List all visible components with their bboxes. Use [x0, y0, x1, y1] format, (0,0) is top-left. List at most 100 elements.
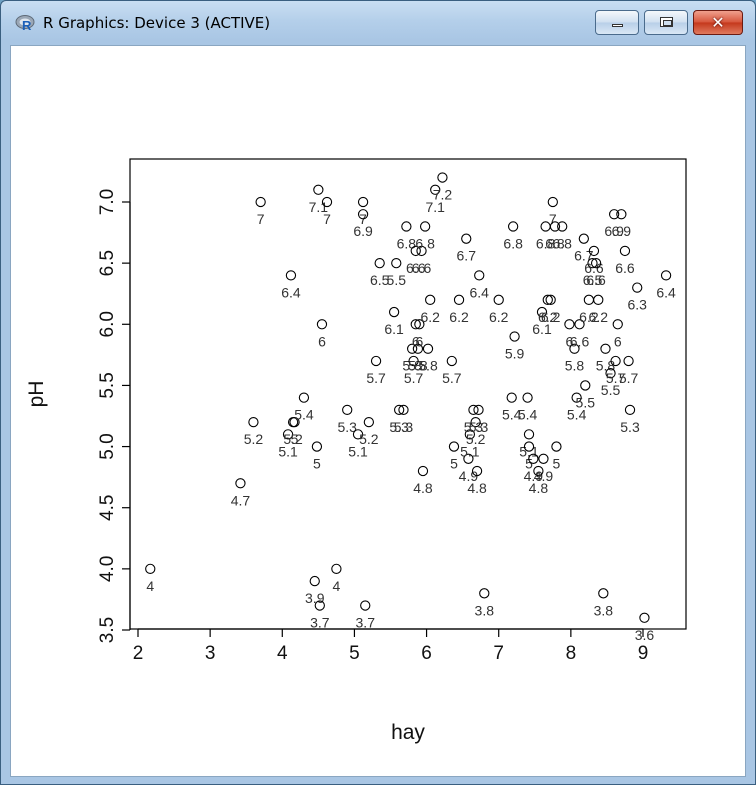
data-point [468, 404, 479, 416]
data-point [632, 282, 643, 293]
point-label: 4.8 [467, 480, 487, 496]
point-label: 5.4 [567, 407, 587, 423]
point-label: 4 [146, 578, 154, 594]
window-title: R Graphics: Device 3 (ACTIVE) [43, 14, 271, 32]
maximize-icon [660, 17, 673, 27]
data-point [590, 257, 602, 269]
point-label: 5.1 [278, 443, 298, 459]
point-label: 3.6 [635, 627, 655, 643]
point-label: 5.3 [389, 419, 409, 435]
data-point [235, 478, 246, 489]
point-label: 5.4 [294, 407, 314, 423]
point-label: 6 [415, 333, 423, 349]
point-label: 5.1 [460, 443, 480, 459]
point-label: 6.4 [656, 284, 676, 300]
point-label: 4.9 [534, 468, 554, 484]
data-point [437, 172, 448, 183]
data-point [145, 563, 156, 575]
point-label: 5.4 [518, 407, 538, 423]
data-point [311, 441, 323, 452]
point-label: 5.5 [576, 394, 596, 410]
y-tick-label: 5.0 [97, 433, 118, 459]
data-point [374, 257, 385, 269]
data-point [523, 429, 535, 440]
data-point [410, 319, 421, 330]
data-point [414, 319, 425, 330]
point-label: 6.9 [612, 223, 632, 239]
data-point [574, 319, 585, 330]
data-point [464, 429, 476, 440]
point-label: 6.2 [541, 309, 561, 325]
y-tick-label: 5.5 [97, 372, 118, 398]
point-label: 6 [566, 333, 574, 349]
point-label: 7 [549, 211, 557, 227]
data-point [309, 575, 320, 587]
data-point [533, 465, 544, 477]
data-point [473, 404, 484, 416]
maximize-button[interactable] [644, 10, 688, 35]
point-label: 4.9 [459, 468, 479, 484]
point-label: 3.8 [594, 602, 614, 618]
point-label: 5.5 [387, 272, 407, 288]
data-point [523, 441, 535, 452]
data-point [479, 588, 490, 599]
graphics-device-canvas: 2 3 4 5 6 7 8 9 3.5 4.0 4.5 5.0 5.5 6.0 6.5 7.0 hay pH… [10, 45, 746, 777]
data-point [321, 196, 333, 208]
point-label: 5.3 [620, 419, 640, 435]
minimize-button[interactable] [595, 10, 639, 35]
data-point [507, 221, 519, 232]
data-point [416, 245, 427, 257]
data-point [406, 343, 418, 354]
data-point [593, 294, 604, 305]
point-label: 6.4 [470, 284, 490, 300]
data-point [474, 270, 485, 281]
data-point [547, 196, 558, 208]
data-point [545, 294, 556, 305]
point-label: 6 [412, 333, 420, 349]
y-tick-label: 3.5 [97, 617, 118, 643]
x-tick-label: 3 [205, 643, 216, 664]
y-tick-label: 4.0 [97, 556, 118, 582]
data-point [612, 319, 623, 330]
data-point [357, 196, 369, 208]
point-label: 5.4 [502, 407, 522, 423]
data-point [623, 355, 634, 367]
point-label: 5.5 [601, 382, 621, 398]
title-bar[interactable]: R R Graphics: Device 3 (ACTIVE) ✕ [1, 1, 755, 45]
point-label: 7 [323, 211, 331, 227]
point-label: 6.6 [570, 333, 590, 349]
data-point [536, 306, 548, 318]
data-point [401, 221, 412, 232]
data-point [314, 600, 325, 611]
data-point [410, 245, 421, 257]
data-point [509, 331, 520, 342]
data-point [660, 270, 672, 281]
svg-text:R: R [22, 18, 32, 33]
data-point [255, 196, 266, 208]
point-label: 5 [313, 456, 321, 472]
close-button[interactable]: ✕ [693, 10, 743, 35]
point-label: 6.1 [532, 321, 552, 337]
point-label: 5.8 [408, 358, 428, 374]
data-point [538, 453, 549, 464]
data-point [412, 343, 424, 354]
point-label: 5.7 [442, 370, 462, 386]
data-point [313, 184, 324, 195]
point-label: 6.6 [586, 272, 606, 288]
data-point [571, 392, 582, 403]
data-point [610, 355, 621, 367]
point-label: 5 [450, 456, 458, 472]
point-label: 6.6 [412, 260, 432, 276]
point-label: 5.3 [337, 419, 357, 435]
close-icon: ✕ [711, 13, 725, 32]
y-tick-label: 4.5 [97, 495, 118, 521]
point-label: 5.7 [606, 370, 626, 386]
point-label: 5.8 [418, 358, 438, 374]
point-label: 5 [553, 456, 561, 472]
point-label: 7 [257, 211, 265, 227]
data-point [388, 306, 400, 318]
point-label: 4 [332, 578, 340, 594]
data-point [342, 404, 353, 416]
data-point [580, 380, 591, 391]
point-label: 6.5 [370, 272, 390, 288]
